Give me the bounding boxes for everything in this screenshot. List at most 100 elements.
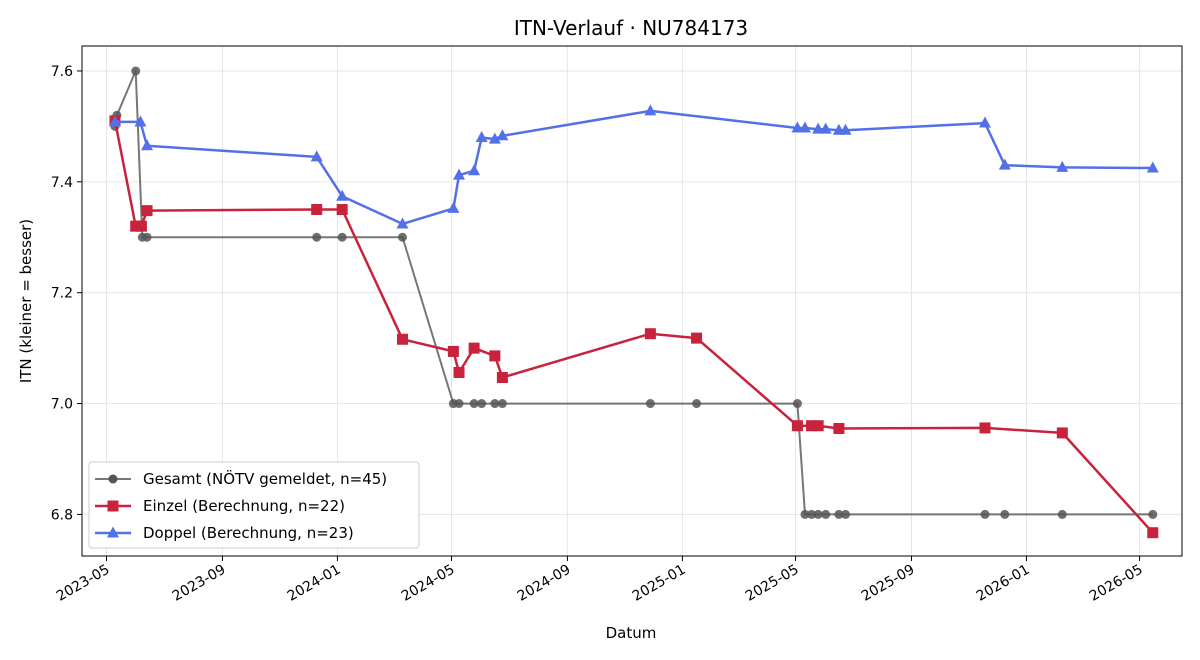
y-tick-label: 7.4 [51, 175, 73, 191]
data-point [453, 168, 466, 180]
x-tick-label: 2023-09 [170, 562, 229, 605]
data-point [979, 422, 991, 434]
data-point [798, 121, 811, 133]
data-point [131, 66, 141, 76]
data-point [1057, 509, 1067, 519]
data-point [337, 232, 347, 242]
data-point [821, 509, 831, 519]
y-tick-label: 7.6 [51, 64, 73, 80]
data-point [812, 420, 824, 432]
data-point [691, 332, 703, 344]
legend-box [88, 461, 420, 549]
series-line [115, 109, 1153, 226]
data-point [468, 164, 481, 176]
data-point [488, 132, 501, 144]
data-point [1147, 527, 1159, 539]
data-point [135, 220, 147, 232]
data-point [475, 130, 488, 142]
data-point [807, 509, 817, 519]
x-tick-label: 2026-05 [1087, 562, 1146, 605]
data-point [813, 509, 823, 519]
data-point [496, 129, 509, 141]
series-circle [110, 66, 1158, 519]
data-point [108, 115, 121, 127]
data-point [496, 372, 508, 383]
data-point [396, 333, 408, 345]
data-point [1000, 509, 1010, 519]
x-tick-label: 2025-05 [743, 562, 802, 605]
x-tick-label: 2024-09 [515, 562, 574, 605]
data-point [130, 220, 142, 232]
data-point [453, 367, 465, 379]
data-point [692, 399, 702, 409]
x-tick-label: 2026-01 [974, 562, 1033, 605]
y-axis-label: ITN (kleiner = besser) [17, 219, 35, 383]
data-point [447, 345, 459, 357]
legend-marker [107, 526, 119, 538]
data-point [336, 189, 349, 201]
x-axis-label: Datum [606, 624, 657, 642]
series-square [109, 115, 1159, 539]
legend-entry: Einzel (Berechnung, n=22) [143, 497, 345, 515]
data-point [311, 204, 323, 216]
data-point [980, 509, 990, 519]
series-triangle [108, 104, 1159, 229]
legend: Gesamt (NÖTV gemeldet, n=45) Einzel (Bere… [88, 461, 420, 549]
data-point [312, 232, 322, 242]
legend-marker [107, 500, 119, 512]
x-tick-label: 2024-01 [285, 562, 344, 605]
data-point [1056, 427, 1068, 439]
data-point [469, 399, 479, 409]
legend-marker [108, 474, 118, 484]
x-tick-label: 2024-05 [399, 562, 458, 605]
data-point [1148, 509, 1158, 519]
legend-entry: Doppel (Berechnung, n=23) [143, 524, 354, 542]
data-point [819, 122, 832, 134]
y-tick-label: 7.2 [51, 286, 73, 302]
data-point [800, 509, 810, 519]
data-point [141, 139, 154, 151]
data-point [834, 509, 844, 519]
data-point [998, 158, 1011, 170]
data-point [812, 122, 825, 134]
x-tick-label: 2025-09 [859, 562, 918, 605]
x-tick-label: 2023-05 [54, 562, 113, 605]
data-point [397, 232, 407, 242]
data-point [141, 205, 153, 217]
data-point [447, 201, 460, 213]
y-tick-label: 7.0 [51, 397, 73, 413]
data-point [644, 104, 657, 116]
data-point [468, 342, 480, 354]
legend-entry: Gesamt (NÖTV gemeldet, n=45) [143, 469, 387, 488]
data-point [310, 150, 323, 162]
data-point [791, 121, 804, 133]
data-point [134, 115, 147, 127]
data-point [142, 232, 152, 242]
data-point [645, 399, 655, 409]
data-point [840, 509, 850, 519]
chart-title: ITN-Verlauf · NU784173 [514, 16, 748, 40]
data-point [490, 399, 500, 409]
data-point [644, 328, 656, 340]
data-point [497, 399, 507, 409]
plot-area-frame [81, 45, 1183, 557]
data-point [489, 350, 501, 362]
data-point [791, 420, 803, 432]
data-point [806, 420, 818, 432]
data-point [454, 399, 464, 409]
data-point [792, 399, 802, 409]
data-point [396, 217, 409, 229]
data-point [336, 204, 348, 216]
y-tick-label: 6.8 [51, 507, 73, 523]
series-layer [108, 66, 1159, 539]
data-point [833, 423, 845, 434]
data-point [839, 123, 852, 135]
data-point [978, 116, 991, 128]
data-point [1056, 160, 1069, 172]
data-point [477, 399, 487, 409]
data-point [1146, 161, 1159, 173]
y-axis-ticks: 6.8 7.0 7.2 7.4 7.6 [51, 64, 82, 523]
x-axis-ticks: 2023-05 2023-09 2024-01 2024-05 2024-09 2025-… [54, 556, 1146, 605]
x-tick-label: 2025-01 [630, 562, 689, 605]
